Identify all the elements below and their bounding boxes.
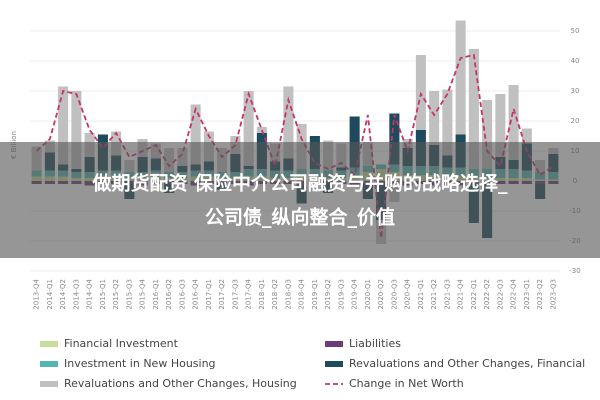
- x-tick-label: 2016-Q1: [152, 279, 160, 310]
- y-tick-label: -30: [569, 267, 580, 275]
- x-tick-label: 2021-Q4: [457, 278, 465, 309]
- x-tick-label: 2014-Q2: [59, 279, 67, 310]
- legend-label: Financial Investment: [64, 337, 179, 350]
- bar-segment: [508, 85, 519, 160]
- x-tick-label: 2019-Q2: [324, 279, 332, 310]
- bar-segment: [58, 86, 69, 165]
- bar-segment: [455, 20, 466, 135]
- x-tick-label: 2022-Q1: [470, 279, 478, 310]
- x-tick-label: 2015-Q1: [99, 279, 107, 310]
- bar-segment: [256, 127, 267, 133]
- x-tick-label: 2023-Q3: [549, 279, 557, 310]
- x-tick-label: 2018-Q3: [284, 279, 292, 310]
- x-tick-label: 2017-Q1: [205, 279, 213, 310]
- bar-segment: [243, 91, 254, 166]
- x-tick-label: 2022-Q2: [483, 279, 491, 310]
- overlay-band: [0, 142, 600, 258]
- x-tick-label: 2014-Q4: [86, 278, 94, 309]
- x-tick-label: 2015-Q2: [112, 279, 120, 310]
- x-tick-label: 2021-Q1: [417, 279, 425, 310]
- overlay-text: 做期货配资 保险中介公司融资与并购的战略选择_: [91, 172, 508, 195]
- net-worth-line: [36, 53, 554, 239]
- x-tick-label: 2017-Q2: [218, 279, 226, 310]
- x-tick-label: 2018-Q1: [258, 279, 266, 310]
- bar-segment: [442, 89, 453, 156]
- bar-segment: [468, 49, 479, 169]
- x-tick-label: 2017-Q3: [231, 279, 239, 310]
- x-tick-label: 2020-Q2: [377, 279, 385, 310]
- x-tick-label: 2021-Q3: [443, 279, 451, 310]
- x-tick-label: 2022-Q4: [510, 278, 518, 309]
- x-tick-label: 2013-Q4: [33, 278, 41, 309]
- x-tick-label: 2020-Q1: [364, 279, 372, 310]
- overlay-text: 公司债_纵向整合_价值: [205, 206, 395, 229]
- x-tick-label: 2016-Q4: [192, 278, 200, 309]
- x-tick-label: 2018-Q2: [271, 279, 279, 310]
- bar-segment: [190, 104, 201, 165]
- x-tick-label: 2019-Q3: [337, 279, 345, 310]
- x-tick-label: 2019-Q4: [351, 278, 359, 309]
- x-tick-label: 2023-Q1: [523, 279, 531, 310]
- legend-swatch: [40, 361, 58, 367]
- legend-swatch: [325, 341, 343, 347]
- y-tick-label: 50: [571, 27, 580, 35]
- x-tick-label: 2018-Q4: [298, 278, 306, 309]
- bar-segment: [495, 94, 506, 157]
- bar-segment: [71, 91, 82, 169]
- x-tick-label: 2016-Q2: [165, 279, 173, 310]
- x-tick-label: 2016-Q3: [178, 279, 186, 310]
- bar-segment: [521, 128, 532, 144]
- x-tick-label: 2021-Q2: [430, 279, 438, 310]
- legend-label: Liabilities: [349, 337, 401, 350]
- x-tick-label: 2015-Q3: [125, 279, 133, 310]
- x-tick-label: 2023-Q2: [536, 279, 544, 310]
- bar-segment: [429, 91, 440, 145]
- x-tick-label: 2022-Q3: [496, 279, 504, 310]
- y-tick-label: 40: [571, 57, 580, 65]
- legend-label: Change in Net Worth: [349, 377, 464, 390]
- legend-label: Revaluations and Other Changes, Housing: [64, 377, 297, 390]
- x-tick-label: 2014-Q3: [72, 279, 80, 310]
- x-tick-label: 2020-Q3: [390, 279, 398, 310]
- x-tick-label: 2019-Q1: [311, 279, 319, 310]
- y-tick-label: 30: [571, 87, 580, 95]
- bar-segment: [389, 113, 400, 165]
- legend-swatch: [40, 381, 58, 387]
- y-tick-label: 20: [571, 117, 580, 125]
- x-tick-label: 2017-Q4: [245, 278, 253, 309]
- legend-label: Revaluations and Other Changes, Financia…: [349, 357, 585, 370]
- legend-swatch: [40, 341, 58, 347]
- x-tick-label: 2014-Q1: [46, 279, 54, 310]
- bar-segment: [283, 86, 294, 159]
- legend-swatch: [325, 361, 343, 367]
- x-tick-label: 2015-Q4: [139, 278, 147, 309]
- legend-label: Investment in New Housing: [64, 357, 216, 370]
- bar-segment: [482, 100, 493, 169]
- x-tick-label: 2020-Q4: [404, 278, 412, 309]
